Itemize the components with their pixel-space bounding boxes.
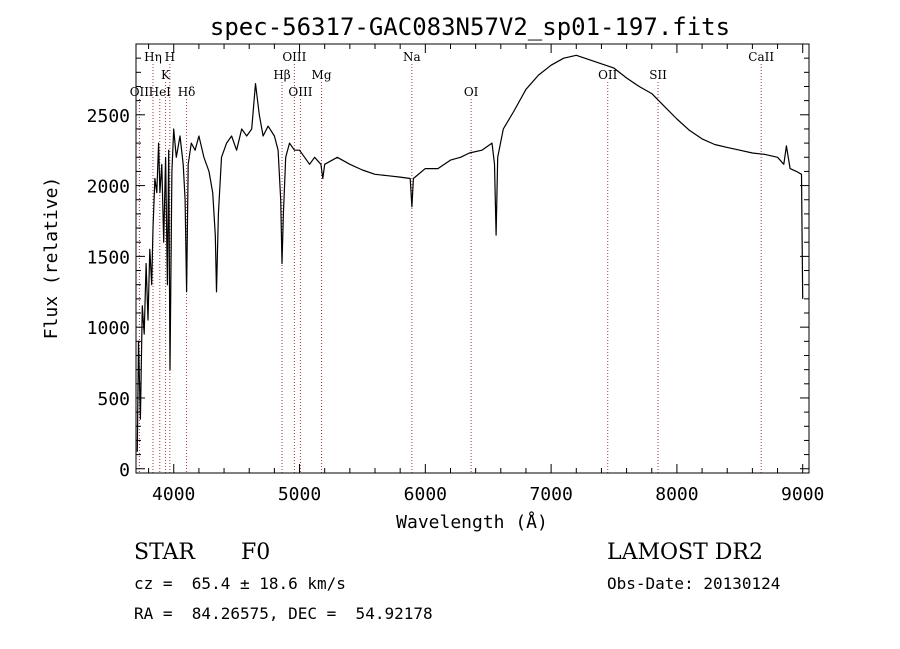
x-tick-label: 9000 xyxy=(781,484,824,505)
x-tick-label: 7000 xyxy=(529,484,572,505)
line-label-1: Hη xyxy=(144,50,162,64)
y-tick-label: 2500 xyxy=(87,106,130,127)
line-label-14: CaII xyxy=(748,50,774,64)
observation-date: Obs-Date: 20130124 xyxy=(607,574,780,593)
x-axis-label: Wavelength (Å) xyxy=(396,511,548,533)
line-label-5: Hδ xyxy=(178,85,196,99)
y-tick-label: 0 xyxy=(119,460,130,481)
spectrum-line xyxy=(136,54,804,452)
y-axis: 0 500 1000 1500 2000 2500 xyxy=(87,57,809,481)
y-tick-label: 1500 xyxy=(87,247,130,268)
line-label-13: SII xyxy=(649,68,667,82)
plot-frame xyxy=(135,43,810,474)
survey-name: LAMOST DR2 xyxy=(607,540,763,565)
y-tick-label: 2000 xyxy=(87,177,130,198)
redshift-readout: cz = 65.4 ± 18.6 km/s xyxy=(134,574,346,593)
x-tick-label: 8000 xyxy=(655,484,698,505)
line-label-9: Mg xyxy=(312,68,332,82)
x-tick-label: 4000 xyxy=(152,484,195,505)
x-tick-label: 5000 xyxy=(278,484,321,505)
line-label-10: Na xyxy=(403,50,421,64)
y-axis-label: Flux (relative) xyxy=(41,177,62,340)
line-label-6: Hβ xyxy=(273,68,290,82)
chart-title: spec-56317-GAC083N57V2_sp01-197.fits xyxy=(210,13,730,41)
sky-coordinates: RA = 84.26575, DEC = 54.92178 xyxy=(134,604,433,623)
spectral-subclass: F0 xyxy=(241,540,270,565)
x-tick-label: 6000 xyxy=(404,484,447,505)
line-label-11: OI xyxy=(464,85,479,99)
line-label-7: OIII xyxy=(282,50,306,64)
line-label-4: H xyxy=(165,50,175,64)
line-label-2: HeI xyxy=(149,85,172,99)
line-label-8: OIII xyxy=(288,85,312,99)
line-label-0: OII xyxy=(130,85,150,99)
y-tick-label: 1000 xyxy=(87,318,130,339)
emission-line-markers xyxy=(138,64,762,473)
y-tick-label: 500 xyxy=(97,389,130,410)
x-axis: 4000 5000 6000 7000 8000 9000 xyxy=(148,44,824,505)
object-class: STAR xyxy=(134,540,196,565)
line-label-12: OII xyxy=(598,68,618,82)
line-label-3: K xyxy=(161,68,171,82)
